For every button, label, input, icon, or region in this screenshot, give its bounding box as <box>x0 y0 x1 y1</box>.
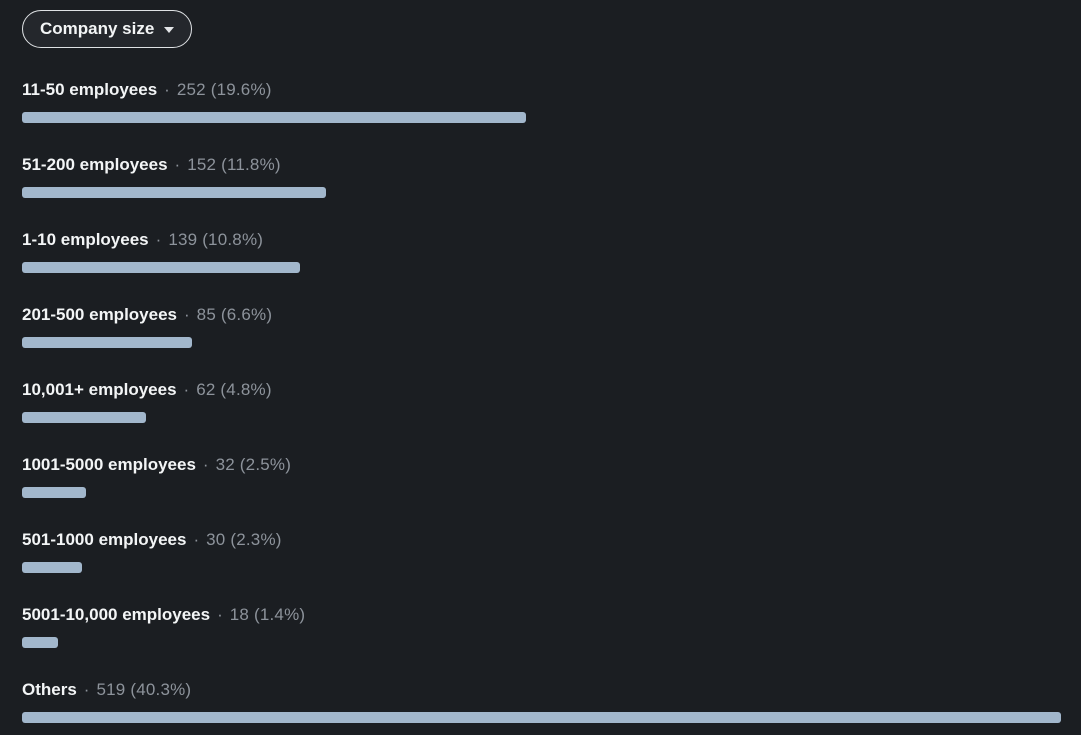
dot-separator: · <box>174 155 181 174</box>
bar-row-201-500: 201-500 employees · 85 (6.6%) <box>22 304 1061 348</box>
bar <box>22 637 59 648</box>
company-size-dropdown-label: Company size <box>40 19 155 38</box>
count-percent-value: 85 (6.6%) <box>196 305 273 324</box>
count-percent-value: 519 (40.3%) <box>96 680 192 699</box>
row-label: 10,001+ employees · 62 (4.8%) <box>22 379 1061 400</box>
bar-row-501-1000: 501-1000 employees · 30 (2.3%) <box>22 529 1061 573</box>
bar <box>22 337 193 348</box>
category-label: 11-50 employees <box>22 80 158 99</box>
bar-row-51-200: 51-200 employees · 152 (11.8%) <box>22 154 1061 198</box>
dot-separator: · <box>217 605 223 624</box>
category-label: 501-1000 employees <box>22 530 187 549</box>
company-size-dropdown-button[interactable]: Company size <box>22 10 193 48</box>
chevron-down-icon <box>164 27 175 33</box>
company-size-bar-list: 11-50 employees · 252 (19.6%) 51-200 emplo… <box>22 79 1061 723</box>
dot-separator: · <box>202 455 209 474</box>
row-label: 1001-5000 employees · 32 (2.5%) <box>22 454 1061 475</box>
dot-separator: · <box>184 305 190 324</box>
category-label: 201-500 employees <box>22 305 177 324</box>
row-label: 201-500 employees · 85 (6.6%) <box>22 304 1061 325</box>
category-label: 10,001+ employees <box>22 380 177 399</box>
row-label: 11-50 employees · 252 (19.6%) <box>22 79 1061 100</box>
category-label: Others <box>22 680 77 699</box>
count-percent-value: 62 (4.8%) <box>196 380 272 399</box>
category-label: 1001-5000 employees <box>22 455 196 474</box>
count-percent-value: 252 (19.6%) <box>176 80 272 99</box>
bar <box>22 487 87 498</box>
bar <box>22 712 1061 723</box>
count-percent-value: 139 (10.8%) <box>168 230 264 249</box>
bar <box>22 262 301 273</box>
dot-separator: · <box>183 380 190 399</box>
dot-separator: · <box>83 680 90 699</box>
bar-row-10001-plus: 10,001+ employees · 62 (4.8%) <box>22 379 1061 423</box>
row-label: 501-1000 employees · 30 (2.3%) <box>22 529 1061 550</box>
bar <box>22 187 327 198</box>
category-label: 5001-10,000 employees <box>22 605 211 624</box>
dot-separator: · <box>164 80 170 99</box>
bar-row-others: Others · 519 (40.3%) <box>22 679 1061 723</box>
bar <box>22 112 527 123</box>
dot-separator: · <box>193 530 200 549</box>
dot-separator: · <box>155 230 162 249</box>
count-percent-value: 18 (1.4%) <box>229 605 306 624</box>
row-label: Others · 519 (40.3%) <box>22 679 1061 700</box>
row-label: 5001-10,000 employees · 18 (1.4%) <box>22 604 1061 625</box>
bar <box>22 412 147 423</box>
bar <box>22 562 83 573</box>
bar-row-1001-5000: 1001-5000 employees · 32 (2.5%) <box>22 454 1061 498</box>
row-label: 51-200 employees · 152 (11.8%) <box>22 154 1061 175</box>
count-percent-value: 152 (11.8%) <box>187 155 281 174</box>
bar-row-5001-10000: 5001-10,000 employees · 18 (1.4%) <box>22 604 1061 648</box>
category-label: 1-10 employees <box>22 230 149 249</box>
bar-row-11-50: 11-50 employees · 252 (19.6%) <box>22 79 1061 123</box>
count-percent-value: 30 (2.3%) <box>206 530 282 549</box>
row-label: 1-10 employees · 139 (10.8%) <box>22 229 1061 250</box>
count-percent-value: 32 (2.5%) <box>215 455 292 474</box>
category-label: 51-200 employees <box>22 155 168 174</box>
bar-row-1-10: 1-10 employees · 139 (10.8%) <box>22 229 1061 273</box>
